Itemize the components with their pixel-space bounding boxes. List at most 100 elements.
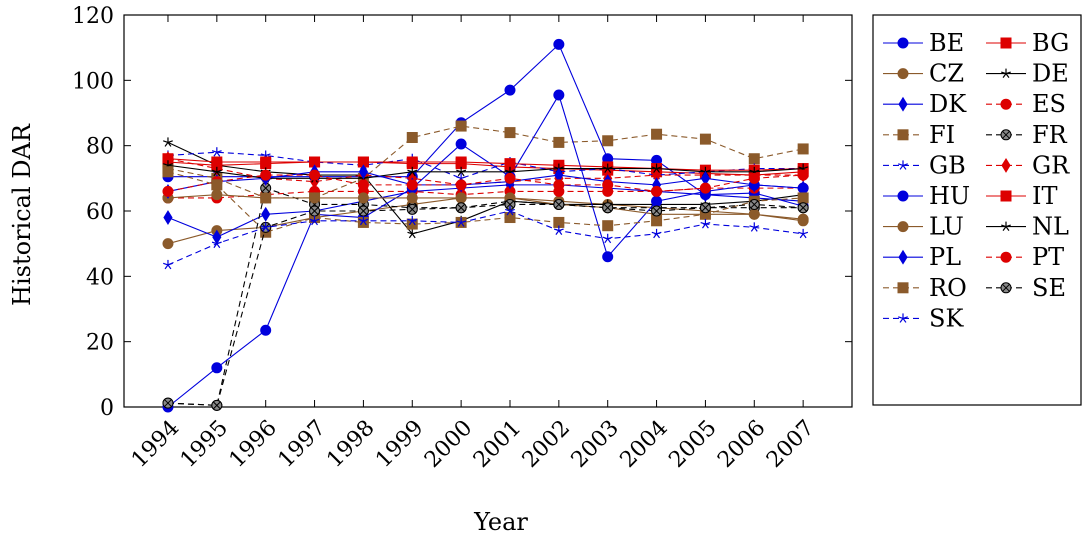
legend-entry-ES: ES [986,90,1066,118]
legend-label: NL [1032,213,1069,241]
legend-entry-DK: DK [883,90,967,118]
data-point [1000,282,1012,294]
data-point [260,192,272,204]
data-point [211,166,222,177]
data-point [406,132,418,143]
legend-label: ES [1032,90,1066,118]
data-point [699,202,711,214]
data-point [504,212,516,224]
data-point [797,202,809,214]
y-tick-label: 100 [72,69,114,94]
data-point [309,205,321,217]
data-point [309,169,321,181]
legend-label: RO [929,274,967,302]
data-point [797,192,809,204]
data-point [455,179,467,191]
series-line-ES [167,187,804,199]
data-point [651,215,663,227]
data-point [897,190,909,202]
y-tick-label: 40 [86,265,114,290]
data-point [651,228,662,239]
data-point [798,228,809,239]
data-point [602,202,614,214]
legend-entry-IT: IT [986,182,1058,210]
series-line-GB [167,151,804,179]
legend-label: BE [929,29,964,57]
data-point [211,156,223,168]
data-point [358,164,368,180]
data-point [309,192,321,204]
data-point [553,136,565,148]
y-tick-label: 80 [86,135,114,160]
y-axis-title: Historical DAR [8,123,36,306]
y-tick-label: 60 [86,200,114,225]
data-point [898,313,908,323]
data-point [748,198,760,210]
legend-label: DK [929,90,967,118]
data-point [162,397,174,409]
legend-label: SK [929,304,964,332]
data-point [553,179,565,191]
plot-area: 0204060801001201994199519961997199819992… [72,4,853,473]
x-tick-label: 2006 [713,416,770,473]
legend-label: DE [1032,60,1069,88]
data-point [748,172,760,184]
legend-label: GR [1032,151,1070,179]
legend-entry-GB: GB [883,151,966,179]
legend-label: PL [929,243,961,271]
x-tick-label: 2001 [469,416,526,473]
legend-entry-SE: SE [986,274,1066,302]
legend-label: GB [929,151,966,179]
data-point [504,84,516,96]
legend-entry-PL: PL [883,243,961,271]
data-point [651,185,663,197]
legend-label: SE [1032,274,1066,302]
data-point [163,259,173,270]
x-tick-label: 2005 [664,416,721,473]
series-line-DK [167,184,804,238]
data-point [897,37,909,49]
data-point [898,96,908,112]
legend-label: HU [929,182,970,210]
data-point [163,210,173,225]
series-HU [162,89,809,413]
data-point [1000,251,1012,263]
data-point [162,238,174,250]
legend-label: FR [1032,121,1068,149]
data-point [456,166,467,177]
data-point [553,225,564,235]
x-tick-label: 1998 [322,416,379,473]
legend-entry-FR: FR [986,121,1068,149]
data-point [407,228,418,239]
data-point [748,153,760,165]
series-line-BG [167,161,804,176]
series-line-PL [167,171,804,192]
data-point [699,182,711,194]
legend-entry-DE: DE [986,60,1069,88]
data-point [211,399,223,411]
data-point [162,166,174,178]
legend-entry-RO: RO [883,274,967,302]
series-line-LU [167,194,804,222]
data-point [406,156,418,168]
data-point [261,206,271,222]
x-tick-label: 1996 [225,416,282,473]
data-point [699,133,711,145]
data-point [211,147,222,157]
data-point [357,179,369,191]
data-point [357,192,369,204]
legend-label: LU [929,213,964,241]
legend-entry-FI: FI [883,121,955,149]
data-point [260,324,272,336]
data-point [897,221,909,233]
series-line-IT [167,158,804,171]
data-point [163,137,173,147]
data-point [1001,157,1011,173]
x-tick-label: 1994 [127,416,184,473]
data-point [797,169,809,181]
series-line-NL [167,164,804,179]
legend-entry-HU: HU [883,182,970,210]
data-point [504,172,516,184]
data-point [602,135,614,147]
